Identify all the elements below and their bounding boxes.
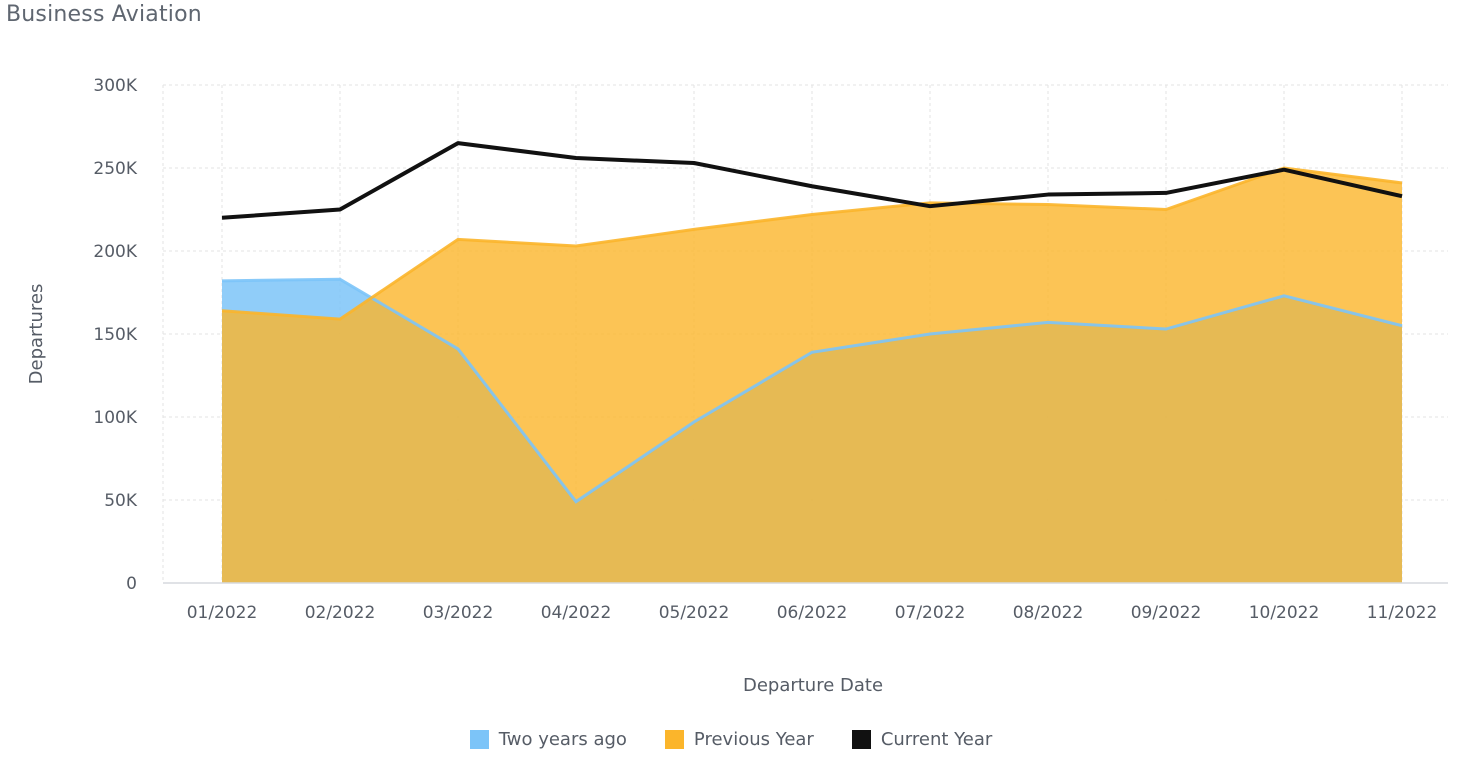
y-tick-label: 100K [93,408,137,428]
x-tick-label: 11/2022 [1367,603,1438,623]
legend-item-two-years-ago[interactable]: Two years ago [469,729,627,750]
legend-item-current-year[interactable]: Current Year [851,729,993,750]
area-previous-year [222,168,1402,583]
x-tick-label: 01/2022 [187,603,258,623]
x-tick-label: 04/2022 [541,603,612,623]
x-tick-label: 08/2022 [1013,603,1084,623]
legend-swatch-two-years-ago [469,730,489,749]
chart-title: Business Aviation [6,2,202,27]
legend-item-previous-year[interactable]: Previous Year [664,729,814,750]
area-edge-previous-year [221,166,1403,321]
y-tick-label: 50K [104,491,138,511]
legend-label-previous-year: Previous Year [693,729,814,750]
line-current-year [221,141,1403,220]
x-tick-label: 10/2022 [1249,603,1320,623]
x-tick-label: 06/2022 [777,603,848,623]
legend: Two years ago Previous Year Current Year [0,729,1462,750]
area-edge-two-years-ago [221,277,1403,504]
legend-swatch-current-year [851,730,871,749]
area-series [222,168,1402,583]
x-tick-label: 09/2022 [1131,603,1202,623]
y-axis-title: Departures [26,284,47,385]
x-tick-label: 03/2022 [423,603,494,623]
legend-swatch-previous-year [664,730,684,749]
legend-label-current-year: Current Year [880,729,993,750]
x-tick-label: 07/2022 [895,603,966,623]
y-tick-label: 200K [93,242,137,262]
y-tick-label: 150K [93,325,137,345]
x-tick-label: 02/2022 [305,603,376,623]
legend-label-two-years-ago: Two years ago [498,729,627,750]
x-tick-label: 05/2022 [659,603,730,623]
x-axis-title: Departure Date [743,675,883,696]
y-tick-label: 300K [93,76,137,96]
axes: 0 50K 100K 150K 200K 250K 300K 01/2022 02/2022 03… [93,76,1448,623]
y-tick-label: 0 [126,574,137,594]
line-series [221,141,1403,504]
y-tick-label: 250K [93,159,137,179]
